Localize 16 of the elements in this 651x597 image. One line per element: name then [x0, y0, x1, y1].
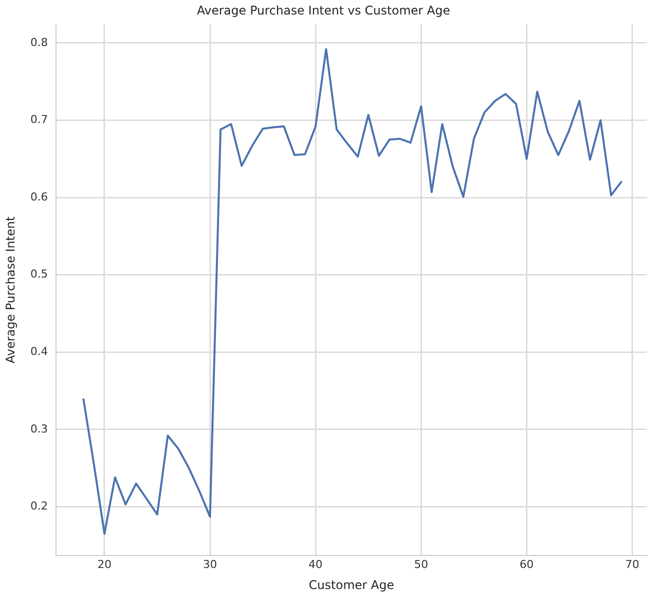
y-tick-label: 0.4: [30, 344, 48, 358]
x-tick-label: 70: [625, 558, 640, 571]
x-tick-label: 20: [97, 558, 112, 571]
x-tick-label: 40: [308, 558, 323, 571]
x-axis-title: Customer Age: [308, 578, 394, 592]
y-tick-label: 0.5: [30, 268, 48, 281]
y-tick-label: 0.7: [30, 113, 48, 126]
y-tick-label: 0.2: [30, 500, 48, 513]
y-tick-label: 0.6: [30, 190, 48, 204]
y-axis-title: Average Purchase Intent: [3, 216, 18, 364]
x-tick-label: 60: [520, 558, 534, 571]
x-tick-label: 30: [203, 558, 218, 571]
y-tick-label: 0.3: [30, 422, 48, 436]
chart-title: Average Purchase Intent vs Customer Age: [196, 3, 450, 18]
x-tick-label: 50: [414, 558, 428, 571]
y-tick-label: 0.8: [30, 36, 48, 49]
